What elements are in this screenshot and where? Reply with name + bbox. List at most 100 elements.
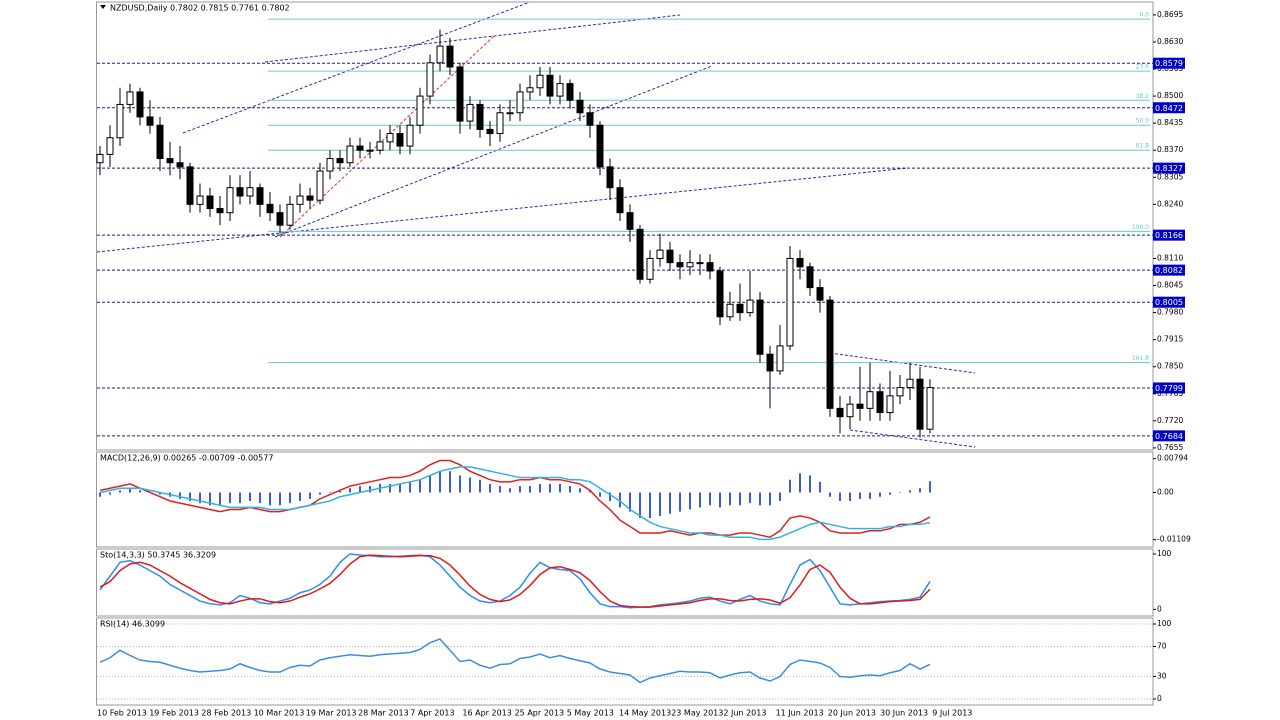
histogram-bar (839, 492, 841, 501)
candle-body (146, 116, 154, 126)
candle-body (416, 95, 424, 126)
candle-body (826, 299, 834, 409)
histogram-bar (749, 492, 751, 504)
histogram-bar (639, 492, 641, 519)
histogram-bar (519, 486, 521, 493)
indicator-line (99, 554, 931, 608)
histogram-bar (849, 492, 851, 501)
histogram-bar (509, 488, 511, 493)
candle-body (446, 45, 454, 68)
y-tick-label: 0.7720 (1157, 416, 1183, 425)
candle-body (366, 149, 374, 152)
panel-frame (96, 548, 1154, 617)
histogram-bar (829, 492, 831, 497)
x-tick-label: 19 Feb 2013 (149, 709, 199, 718)
candle-body (456, 66, 464, 122)
y-tick-label: 0.7655 (1157, 443, 1183, 452)
candle-body (376, 141, 384, 151)
level-label-box (1153, 57, 1185, 69)
candle-body (176, 162, 184, 168)
candle-body (926, 387, 934, 430)
candle-body (766, 353, 774, 372)
x-tick-label: 7 Apr 2013 (410, 709, 454, 718)
y-tick-label: 100 (1157, 619, 1172, 628)
panel-title: NZDUSD,Daily 0.7802 0.7815 0.7761 0.7802 (110, 4, 290, 13)
histogram-bar (819, 481, 821, 493)
histogram-bar (179, 492, 181, 499)
histogram-bar (99, 492, 101, 497)
x-tick-label: 10 Mar 2013 (254, 709, 305, 718)
candle-body (576, 99, 584, 114)
histogram-bar (569, 486, 571, 493)
panel-frame (96, 617, 1154, 706)
y-tick-label: 0.7850 (1157, 362, 1183, 371)
histogram-bar (299, 492, 301, 501)
x-tick-label: 2 Jun 2013 (723, 709, 766, 718)
x-tick-label: 28 Mar 2013 (358, 709, 409, 718)
histogram-bar (469, 477, 471, 493)
histogram-bar (459, 475, 461, 493)
candle-body (486, 128, 494, 135)
histogram-bar (579, 488, 581, 493)
y-tick-label: 70 (1157, 642, 1167, 651)
histogram-bar (269, 492, 271, 506)
candle-body (256, 187, 264, 205)
candle-body (656, 249, 664, 259)
y-tick-label: 0.8500 (1157, 91, 1183, 100)
level-label: 0.8327 (1155, 164, 1183, 173)
histogram-bar (339, 490, 341, 493)
candle-body (776, 345, 784, 372)
candle-body (306, 195, 314, 201)
x-tick-label: 14 May 2013 (619, 709, 671, 718)
x-tick-label: 19 Mar 2013 (306, 709, 357, 718)
candle-body (96, 153, 104, 164)
fib-label: 23.6 (1136, 64, 1150, 71)
candle-body (266, 203, 274, 214)
indicator-line (99, 459, 931, 538)
candle-body (136, 91, 144, 118)
panel-title: RSI(14) 46.3099 (100, 620, 165, 629)
candle-body (326, 158, 334, 172)
level-label-box (1153, 382, 1185, 394)
candle-body (206, 195, 214, 210)
y-tick-label: 100 (1157, 549, 1172, 558)
candle-body (236, 187, 244, 197)
histogram-bar (669, 492, 671, 514)
histogram-bar (399, 483, 401, 493)
x-tick-label: 11 Jun 2013 (776, 709, 824, 718)
histogram-bar (759, 492, 761, 506)
candle-body (186, 166, 194, 205)
histogram-bar (799, 473, 801, 493)
histogram-bar (899, 492, 901, 493)
candle-body (516, 91, 524, 114)
fib-label: 100.0 (1132, 224, 1149, 231)
histogram-bar (689, 492, 691, 510)
menu-arrow[interactable] (100, 5, 106, 9)
candle-body (836, 407, 844, 418)
y-tick-label: 0.8695 (1157, 10, 1183, 19)
candle-body (756, 299, 764, 355)
y-tick-label: 0.8110 (1157, 253, 1183, 262)
histogram-bar (779, 492, 781, 501)
candle-body (626, 212, 634, 230)
histogram-bar (619, 492, 621, 508)
histogram-bar (559, 483, 561, 493)
histogram-bar (159, 492, 161, 495)
x-tick-label: 25 Apr 2013 (515, 709, 564, 718)
histogram-bar (319, 492, 321, 495)
x-tick-label: 9 Jul 2013 (932, 709, 972, 718)
candle-body (406, 124, 414, 147)
indicator-line (99, 466, 931, 541)
channel-line (274, 65, 713, 238)
candle-body (196, 195, 204, 205)
histogram-bar (809, 475, 811, 493)
histogram-bar (389, 483, 391, 493)
level-label: 0.7684 (1155, 432, 1183, 441)
candle-body (546, 74, 554, 97)
histogram-bar (259, 492, 261, 504)
candle-body (636, 228, 644, 280)
candle-body (296, 195, 304, 205)
histogram-bar (709, 492, 711, 506)
level-label-box (1153, 229, 1185, 241)
